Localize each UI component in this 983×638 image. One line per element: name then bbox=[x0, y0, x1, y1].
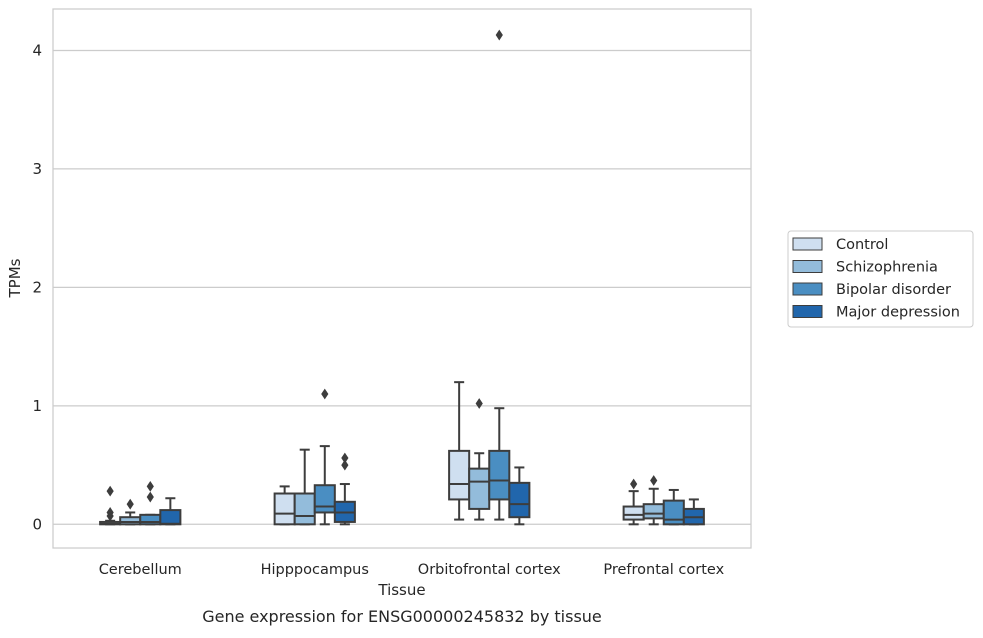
plot-area bbox=[53, 9, 751, 548]
plot-frame bbox=[52, 8, 752, 549]
legend-swatch bbox=[792, 237, 823, 251]
outlier-point bbox=[495, 29, 503, 41]
box-iqr bbox=[642, 503, 665, 520]
outlier-point bbox=[126, 498, 134, 510]
y-tick-label: 3 bbox=[32, 160, 42, 178]
legend: Control Schizophrenia Bipolar disorder Majo… bbox=[787, 230, 974, 328]
box-groups bbox=[99, 29, 705, 526]
outlier-point bbox=[106, 485, 114, 497]
x-tick-label: Hipppocampus bbox=[261, 562, 369, 578]
box-iqr bbox=[488, 449, 511, 501]
box-plot bbox=[159, 497, 182, 526]
box-plot bbox=[508, 466, 531, 526]
legend-swatch bbox=[792, 260, 823, 273]
y-tick-label: 1 bbox=[32, 397, 42, 415]
y-axis-label: TPMs bbox=[6, 258, 24, 298]
outlier-point bbox=[146, 481, 154, 492]
chart-caption: Gene expression for ENSG00000245832 by t… bbox=[202, 607, 602, 626]
box-plot bbox=[622, 478, 645, 526]
x-tick-label: Cerebellum bbox=[99, 562, 182, 578]
outlier-point bbox=[146, 491, 154, 503]
y-tick-label: 0 bbox=[32, 515, 42, 533]
y-tick-labels: 0 1 2 3 4 bbox=[32, 41, 42, 533]
box-iqr bbox=[448, 449, 471, 501]
box-iqr bbox=[313, 484, 336, 514]
x-axis-label: Tissue bbox=[377, 581, 425, 599]
box-iqr bbox=[662, 499, 685, 526]
box-plot bbox=[313, 388, 336, 526]
box-iqr bbox=[468, 467, 491, 510]
outlier-point bbox=[650, 475, 658, 486]
box-plot bbox=[682, 498, 705, 526]
box-plot bbox=[468, 398, 491, 521]
box-plot bbox=[99, 485, 122, 526]
legend-swatch bbox=[792, 305, 823, 318]
outlier-point bbox=[630, 478, 638, 490]
box-iqr bbox=[273, 492, 296, 526]
outlier-point bbox=[341, 459, 349, 471]
x-tick-labels: Cerebellum Hipppocampus Orbitofrontal cort… bbox=[99, 562, 725, 578]
box-iqr bbox=[119, 516, 142, 526]
box-plot bbox=[448, 381, 471, 521]
y-tick-label: 2 bbox=[32, 278, 42, 296]
box-plot bbox=[333, 452, 356, 526]
legend-label: Bipolar disorder bbox=[836, 282, 951, 298]
box-iqr bbox=[159, 509, 182, 526]
box-iqr bbox=[293, 492, 316, 526]
legend-label: Major depression bbox=[836, 305, 960, 321]
box-iqr bbox=[622, 505, 645, 521]
legend-label: Schizophrenia bbox=[836, 260, 938, 276]
box-plot bbox=[488, 29, 511, 521]
outlier-point bbox=[475, 398, 483, 409]
outlier-point bbox=[321, 388, 329, 400]
x-tick-label: Orbitofrontal cortex bbox=[418, 562, 561, 578]
outlier-point bbox=[341, 452, 349, 464]
outlier-point bbox=[106, 507, 114, 518]
y-tick-label: 4 bbox=[32, 41, 42, 59]
legend-label: Control bbox=[836, 237, 888, 253]
x-tick-label: Prefrontal cortex bbox=[603, 562, 724, 578]
legend-swatch bbox=[792, 282, 823, 296]
legend-frame bbox=[787, 230, 974, 328]
box-iqr bbox=[508, 481, 531, 519]
